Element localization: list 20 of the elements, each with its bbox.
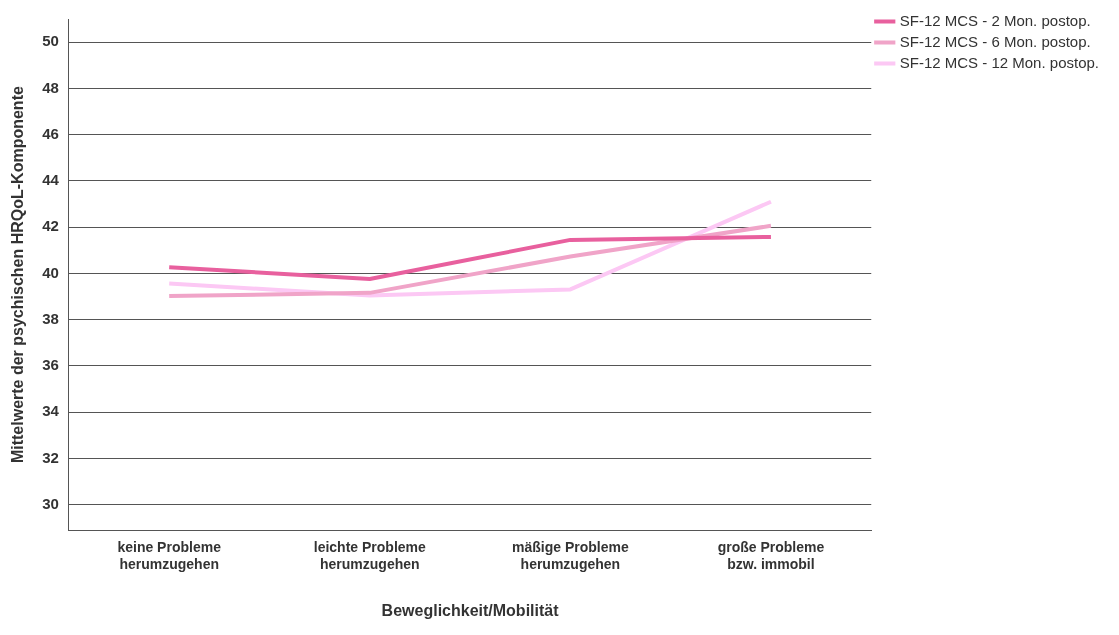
x-tick-label: mäßige Probleme herumzugehen [512,539,629,573]
y-tick-label: 32 [42,448,59,466]
x-tick-label: leichte Probleme herumzugehen [313,539,426,573]
y-tick-label: 46 [42,124,59,142]
y-tick-label: 38 [42,309,59,327]
y-tick-label: 40 [42,263,59,281]
y-tick-label: 30 [42,494,59,512]
y-axis-title: Mittelwerte der psychischen HRQoL-Komponente [9,86,27,464]
y-tick-label: 50 [42,32,59,50]
x-tick-label: große Probleme bzw. immobil [717,539,825,573]
legend-label: SF-12 MCS - 6 Mon. postop. [899,32,1091,50]
y-tick-label: 34 [42,402,60,420]
legend-label: SF-12 MCS - 2 Mon. postop. [899,11,1091,29]
x-axis-title: Beweglichkeit/Mobilität [381,601,560,619]
y-tick-label: 44 [42,171,60,189]
x-tick-label: keine Probleme herumzugehen [117,539,222,573]
y-tick-label: 36 [42,356,59,374]
y-tick-label: 48 [42,78,59,96]
y-tick-label: 42 [42,217,59,235]
legend-label: SF-12 MCS - 12 Mon. postop. [899,53,1099,71]
